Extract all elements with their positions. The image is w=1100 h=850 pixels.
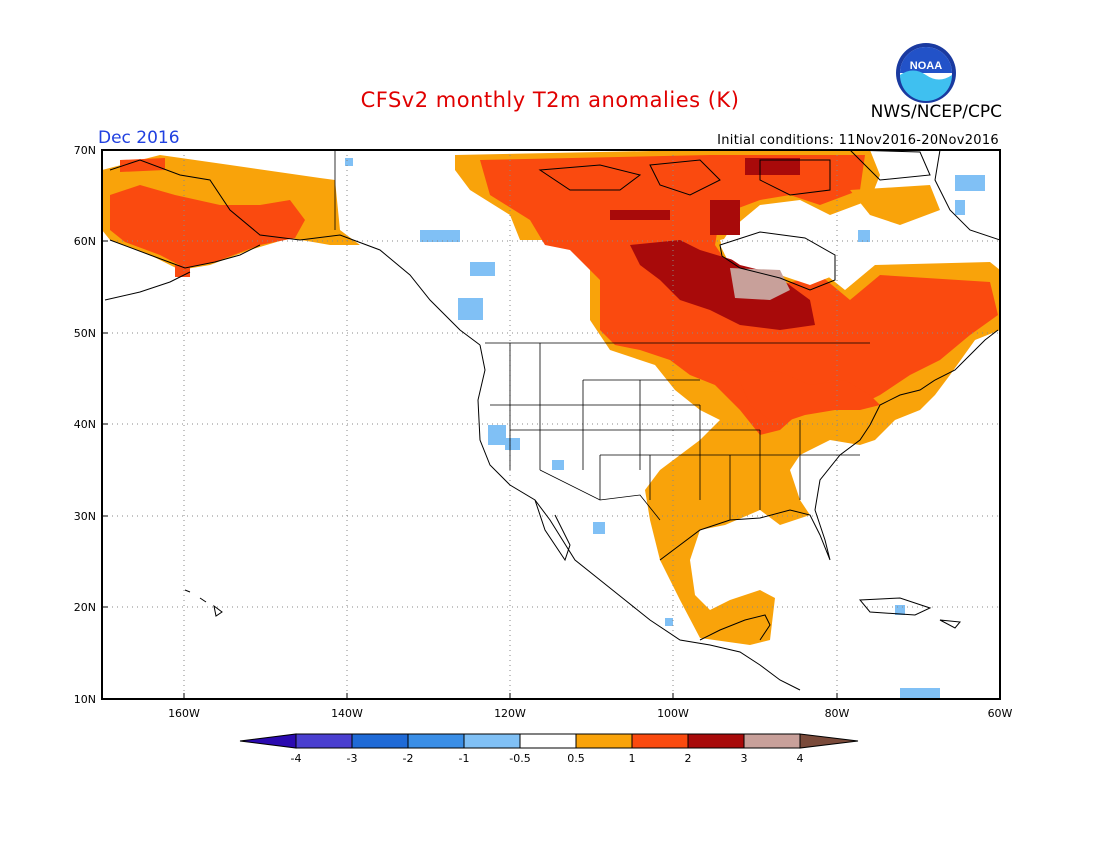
colorbar-cell — [687, 733, 745, 749]
colorbar-high-arrow — [799, 733, 859, 749]
colorbar-labels: -4 -3 -2 -1 -0.5 0.5 1 2 3 4 — [291, 752, 804, 765]
lon-label: 140W — [331, 707, 363, 720]
lat-label: 50N — [74, 327, 96, 340]
lat-label: 10N — [74, 693, 96, 706]
noaa-logo-text: NOAA — [910, 60, 942, 72]
lat-label: 70N — [74, 144, 96, 157]
region-hudson-bay-hot — [630, 240, 815, 330]
colorbar-cell — [519, 733, 577, 749]
colorbar-label: 2 — [685, 752, 692, 765]
lat-label: 30N — [74, 510, 96, 523]
colorbar-label: 3 — [741, 752, 748, 765]
colorbar-low-arrow — [239, 733, 297, 749]
lon-label: 160W — [168, 707, 200, 720]
colorbar-cell — [295, 733, 353, 749]
region-hudson-bay-max — [730, 268, 790, 300]
region-great-lakes-hot — [735, 370, 880, 420]
colorbar-label: 4 — [797, 752, 804, 765]
initial-conditions: Initial conditions: 11Nov2016-20Nov2016 — [717, 133, 999, 148]
colorbar-cell — [351, 733, 409, 749]
latitude-labels: 70N 60N 50N 40N 30N 20N 10N — [74, 144, 96, 706]
anomaly-field — [102, 150, 1000, 699]
lon-label: 100W — [657, 707, 689, 720]
cool-spots — [345, 158, 985, 699]
colorbar-label: -4 — [291, 752, 302, 765]
forecast-month: Dec 2016 — [98, 128, 180, 148]
colorbar-cell — [575, 733, 633, 749]
colorbar-cell — [743, 733, 801, 749]
region-alaska-hot — [110, 185, 305, 268]
colorbar-label: -1 — [459, 752, 470, 765]
agency-label: NWS/NCEP/CPC — [870, 102, 1002, 122]
lat-label: 20N — [74, 601, 96, 614]
noaa-logo-icon: NOAA — [896, 43, 956, 103]
coastlines — [104, 150, 1000, 691]
map-title: CFSv2 monthly T2m anomalies (K) — [360, 88, 740, 112]
colorbar-label: -2 — [403, 752, 414, 765]
longitude-labels: 160W 140W 120W 100W 80W 60W — [168, 707, 1012, 720]
lat-label: 60N — [74, 235, 96, 248]
colorbar-label: 0.5 — [567, 752, 585, 765]
lon-label: 80W — [825, 707, 850, 720]
lon-label: 60W — [988, 707, 1013, 720]
lat-label: 40N — [74, 418, 96, 431]
lon-label: 120W — [494, 707, 526, 720]
colorbar-cell — [463, 733, 521, 749]
colorbar-label: -3 — [347, 752, 358, 765]
political-borders — [334, 150, 870, 521]
colorbar-cell — [407, 733, 465, 749]
colorbar-label: 1 — [629, 752, 636, 765]
colorbar-label: -0.5 — [509, 752, 530, 765]
colorbar-cell — [631, 733, 689, 749]
colorbar — [239, 733, 859, 749]
